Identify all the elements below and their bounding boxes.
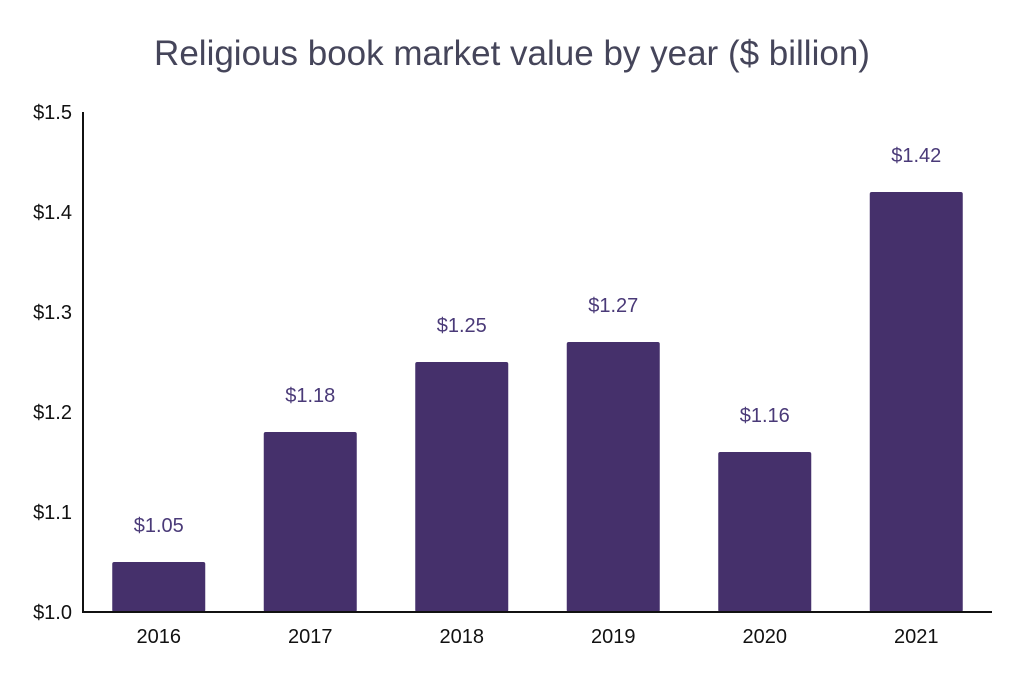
data-label-2020: $1.16: [740, 405, 790, 427]
x-tick-label: 2016: [137, 626, 182, 648]
bar-2019: [566, 342, 660, 612]
y-tick-label: $1.3: [33, 302, 72, 324]
x-tick-label: 2021: [894, 626, 939, 648]
y-tick-label: $1.1: [33, 502, 72, 524]
data-label-2017: $1.18: [285, 385, 335, 407]
x-tick-label: 2019: [591, 626, 636, 648]
bars: [112, 192, 963, 612]
x-tick-label: 2017: [288, 626, 333, 648]
x-tick-label: 2018: [440, 626, 485, 648]
data-label-2019: $1.27: [588, 295, 638, 317]
x-tick-labels: 2016 2017 2018 2019 2020 2021: [137, 626, 939, 648]
data-label-2018: $1.25: [437, 315, 487, 337]
bar-2020: [718, 452, 812, 612]
data-label-2016: $1.05: [134, 515, 184, 537]
y-tick-label: $1.5: [33, 102, 72, 124]
x-tick-label: 2020: [743, 626, 788, 648]
y-tick-label: $1.0: [33, 602, 72, 624]
data-labels: $1.05 $1.18 $1.25 $1.27 $1.16 $1.42: [134, 145, 942, 537]
bar-2017: [263, 432, 357, 612]
data-label-2021: $1.42: [891, 145, 941, 167]
y-tick-labels: $1.0 $1.1 $1.2 $1.3 $1.4 $1.5: [33, 102, 72, 624]
y-tick-label: $1.4: [33, 202, 72, 224]
bar-2018: [415, 362, 509, 612]
bar-2021: [869, 192, 963, 612]
bar-2016: [112, 562, 206, 612]
y-tick-label: $1.2: [33, 402, 72, 424]
chart-title: Religious book market value by year ($ b…: [154, 34, 870, 73]
